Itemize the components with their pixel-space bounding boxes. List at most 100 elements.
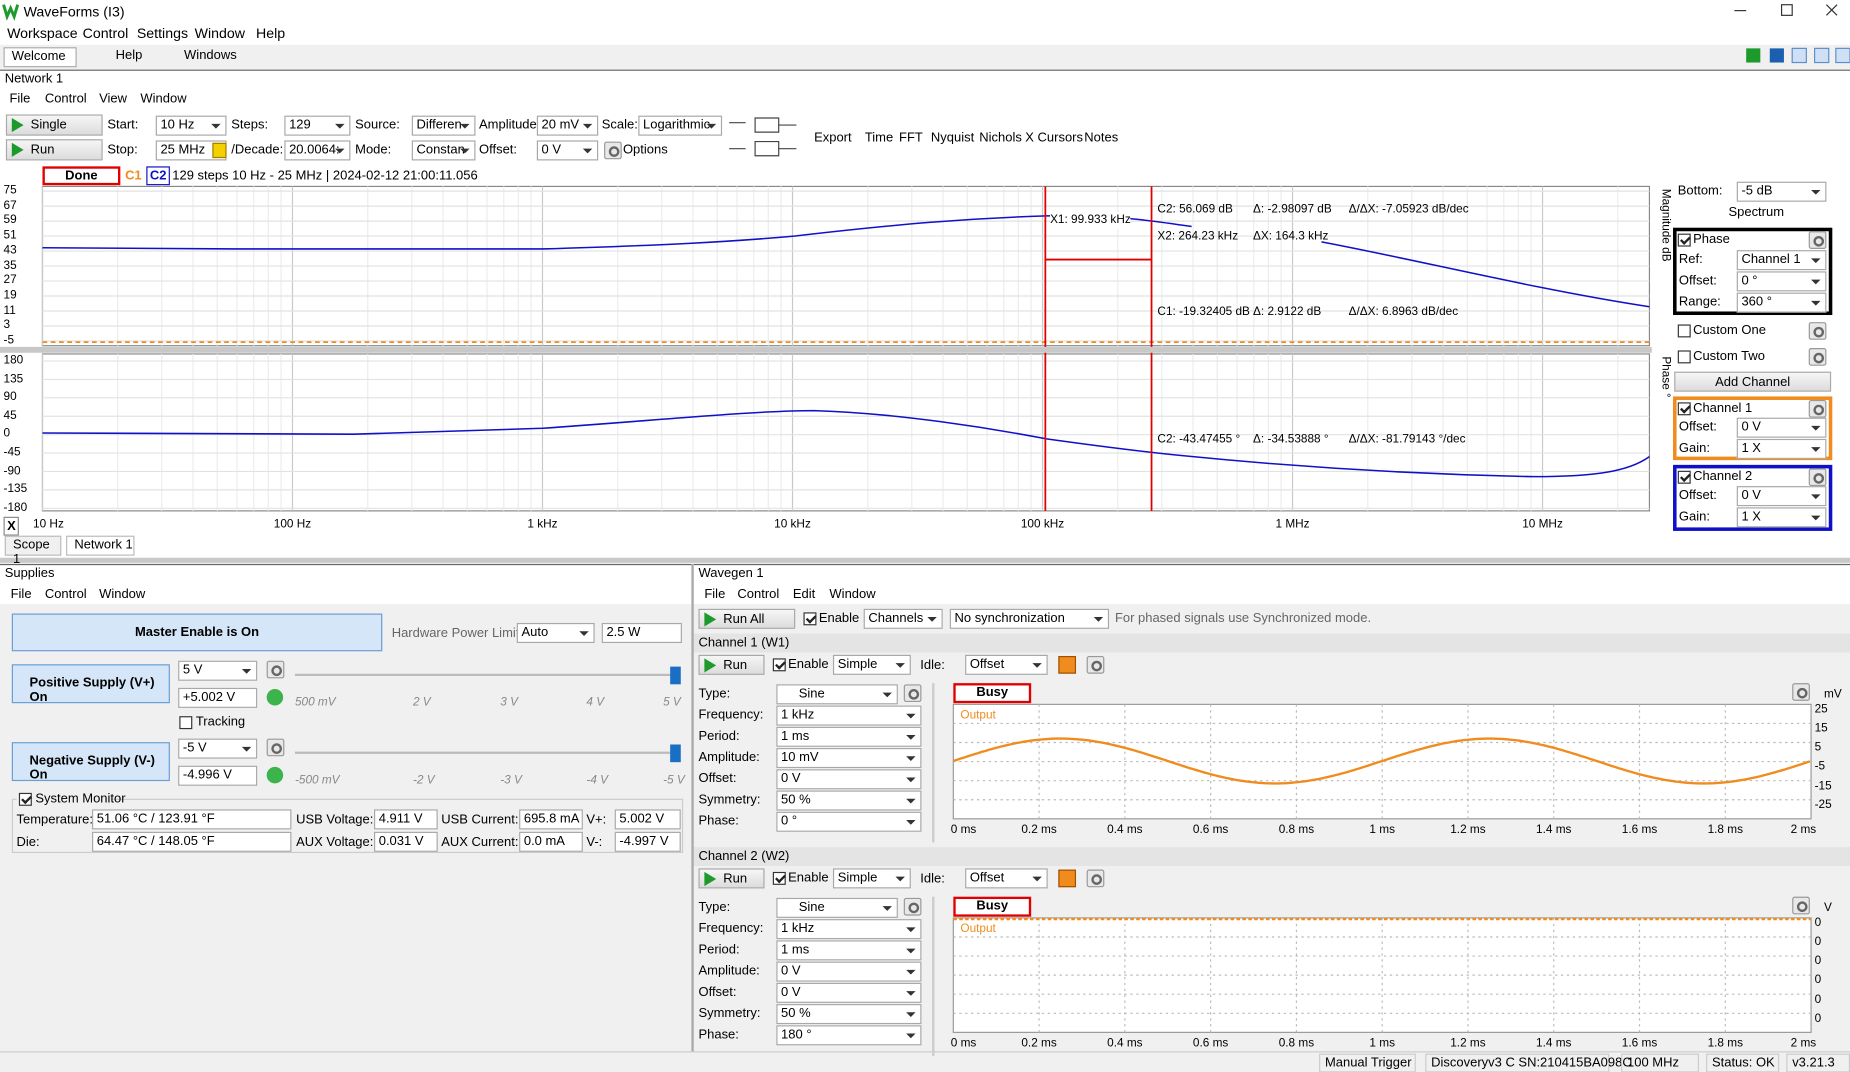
readout[interactable]: +5.002 V xyxy=(178,687,258,708)
settings-button[interactable] xyxy=(1808,348,1827,366)
dropdown[interactable]: No synchronization xyxy=(949,608,1110,629)
readout[interactable]: 5.002 V xyxy=(614,809,681,830)
button[interactable]: Run xyxy=(698,868,765,889)
dropdown[interactable]: -5 V xyxy=(178,738,258,759)
readout[interactable]: 51.06 °C / 123.91 °F xyxy=(92,809,292,830)
checkbox[interactable] xyxy=(179,716,193,730)
supply-button[interactable]: Positive Supply (V+) On xyxy=(11,664,170,704)
readout[interactable]: 64.47 °C / 148.05 °F xyxy=(92,831,292,852)
dropdown[interactable]: 0 ° xyxy=(776,811,922,832)
readout[interactable]: 2.5 W xyxy=(601,622,682,644)
menu-item[interactable]: Settings xyxy=(136,24,189,42)
dropdown[interactable]: -5 dB xyxy=(1736,181,1827,202)
checkbox[interactable] xyxy=(18,792,32,806)
button[interactable]: Run xyxy=(5,139,103,161)
readout[interactable]: 4.911 V xyxy=(374,809,438,830)
dropdown[interactable]: 20 mV xyxy=(536,115,599,136)
tab[interactable]: Welcome xyxy=(3,47,77,68)
menu-item[interactable]: Window xyxy=(194,24,246,42)
settings-button[interactable] xyxy=(1086,869,1105,888)
dropdown[interactable]: 1 kHz xyxy=(776,919,922,940)
view-button[interactable]: FFT xyxy=(899,130,923,146)
settings-button[interactable] xyxy=(1808,468,1827,487)
checkbox[interactable] xyxy=(772,658,786,672)
dropdown[interactable]: Sine xyxy=(776,897,898,918)
menu-item[interactable]: Control xyxy=(44,92,87,107)
menu-item[interactable]: Control xyxy=(82,24,129,42)
settings-button[interactable] xyxy=(1086,655,1105,674)
dropdown[interactable]: 50 % xyxy=(776,1004,922,1025)
button[interactable]: Single xyxy=(5,114,103,136)
dropdown[interactable]: 1 ms xyxy=(776,726,922,747)
checkbox[interactable] xyxy=(1677,350,1691,364)
dropdown[interactable]: 360 ° xyxy=(1736,292,1827,313)
checkbox[interactable] xyxy=(772,871,786,885)
dropdown[interactable]: 0 V xyxy=(536,140,599,161)
settings-button[interactable] xyxy=(903,684,922,703)
view-button[interactable]: Nyquist xyxy=(930,130,975,146)
toolbar-button[interactable]: Export xyxy=(814,130,852,146)
button[interactable]: Run All xyxy=(698,608,796,629)
menu-item[interactable]: File xyxy=(9,92,31,107)
settings-button[interactable] xyxy=(1792,896,1810,915)
dropdown[interactable]: 0 V xyxy=(1736,417,1827,438)
settings-button[interactable] xyxy=(266,738,285,757)
readout[interactable]: -4.996 V xyxy=(178,765,258,786)
menu-item[interactable]: View xyxy=(99,92,128,107)
view-button[interactable]: Notes xyxy=(1084,130,1119,146)
menu-item[interactable]: Window xyxy=(140,92,187,107)
menu-item[interactable]: Window xyxy=(99,587,146,602)
master-enable-button[interactable]: Master Enable is On xyxy=(11,613,383,652)
button[interactable]: Add Channel xyxy=(1674,371,1832,392)
checkbox[interactable] xyxy=(1677,233,1691,247)
settings-button[interactable] xyxy=(1808,399,1827,418)
supply-button[interactable]: Negative Supply (V-) On xyxy=(11,742,170,782)
checkbox[interactable] xyxy=(803,612,817,626)
dropdown[interactable]: Differen xyxy=(411,115,476,136)
dropdown[interactable]: 0 V xyxy=(1736,486,1827,507)
readout[interactable]: -4.997 V xyxy=(614,831,681,852)
view-button[interactable]: Time xyxy=(864,130,894,146)
dropdown[interactable]: Simple xyxy=(832,654,911,675)
menu-item[interactable]: File xyxy=(10,587,32,602)
checkbox[interactable] xyxy=(1677,470,1691,484)
dropdown[interactable]: 0 V xyxy=(776,961,922,982)
channel-toggle[interactable]: C2 xyxy=(146,166,170,186)
settings-button[interactable] xyxy=(604,141,622,160)
dropdown[interactable]: Simple xyxy=(832,868,911,889)
menu-item[interactable]: Control xyxy=(737,587,780,602)
dropdown[interactable]: 0 V xyxy=(776,769,922,790)
dropdown[interactable]: Auto xyxy=(516,622,595,644)
menu-item[interactable]: Control xyxy=(44,587,87,602)
settings-button[interactable] xyxy=(1808,231,1827,249)
settings-button[interactable] xyxy=(266,660,285,679)
tab[interactable]: Windows xyxy=(176,47,246,68)
menu-item[interactable]: Window xyxy=(829,587,876,602)
dropdown[interactable]: 5 V xyxy=(178,660,258,681)
dropdown[interactable]: Offset xyxy=(965,654,1048,675)
readout[interactable]: 0.031 V xyxy=(374,831,438,852)
dropdown[interactable]: 129 xyxy=(284,115,351,136)
dropdown[interactable]: Channel 1 xyxy=(1736,250,1827,271)
dropdown[interactable]: Offset xyxy=(965,868,1048,889)
view-button[interactable]: X Cursors xyxy=(1025,130,1083,146)
dropdown[interactable]: Channels xyxy=(863,608,943,629)
dropdown[interactable]: 1 ms xyxy=(776,940,922,961)
readout[interactable]: 695.8 mA xyxy=(519,809,583,830)
dropdown[interactable]: Logarithmic xyxy=(638,115,723,136)
view-button[interactable]: Nichols xyxy=(979,130,1022,146)
dropdown[interactable]: 1 kHz xyxy=(776,705,922,726)
status-item[interactable]: Manual Trigger xyxy=(1319,1053,1416,1072)
menu-item[interactable]: Workspace xyxy=(7,24,78,42)
settings-button[interactable] xyxy=(903,897,922,916)
checkbox[interactable] xyxy=(1677,324,1691,338)
dropdown[interactable]: Sine xyxy=(776,684,898,705)
tab[interactable]: Help xyxy=(92,47,163,68)
menu-item[interactable]: Edit xyxy=(792,587,816,602)
settings-button[interactable] xyxy=(1808,322,1827,340)
dropdown[interactable]: 1 X xyxy=(1736,438,1827,459)
readout[interactable]: 0.0 mA xyxy=(519,831,583,852)
dropdown[interactable]: Constan xyxy=(411,140,476,161)
dropdown[interactable]: 50 % xyxy=(776,790,922,811)
dropdown[interactable]: 0 V xyxy=(776,982,922,1003)
